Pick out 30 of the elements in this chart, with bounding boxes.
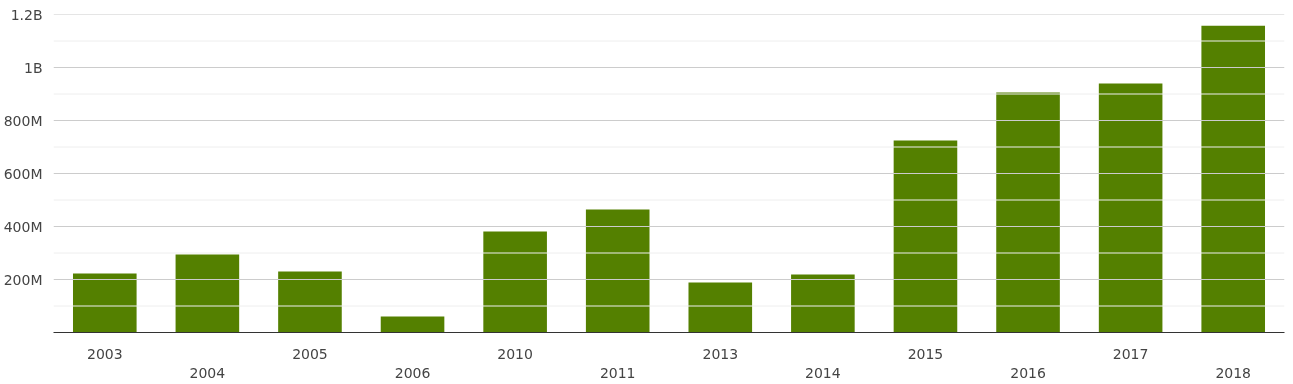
y-tick-label: 600M	[3, 165, 43, 182]
bar	[72, 273, 137, 333]
x-tick-label: 2004	[189, 364, 226, 381]
y-tick-label: 200M	[3, 271, 43, 288]
x-tick-label: 2003	[86, 345, 123, 362]
bar	[1201, 25, 1266, 333]
bar	[175, 254, 240, 333]
bar	[585, 209, 650, 333]
bar	[791, 274, 855, 333]
bar	[380, 316, 445, 333]
x-tick-label: 2015	[907, 345, 944, 362]
y-tick-label: 1.2B	[10, 6, 43, 23]
x-tick-label: 2013	[702, 345, 739, 362]
x-tick-label: 2011	[599, 364, 636, 381]
y-tick-label: 800M	[3, 112, 43, 129]
bar	[1098, 83, 1163, 333]
bar	[996, 92, 1060, 333]
y-tick-label: 400M	[3, 218, 43, 235]
x-tick-label: 2005	[292, 345, 328, 362]
x-tick-label: 2018	[1215, 364, 1252, 381]
bar	[278, 271, 342, 333]
bar	[893, 140, 958, 333]
x-tick-label: 2010	[497, 345, 533, 362]
y-tick-label: 1B	[23, 59, 43, 76]
bar	[483, 231, 547, 333]
x-tick-label: 2017	[1112, 345, 1149, 362]
x-tick-label: 2014	[805, 364, 841, 381]
x-tick-label: 2006	[394, 364, 431, 381]
x-tick-label: 2016	[1010, 364, 1046, 381]
bar	[688, 282, 753, 333]
